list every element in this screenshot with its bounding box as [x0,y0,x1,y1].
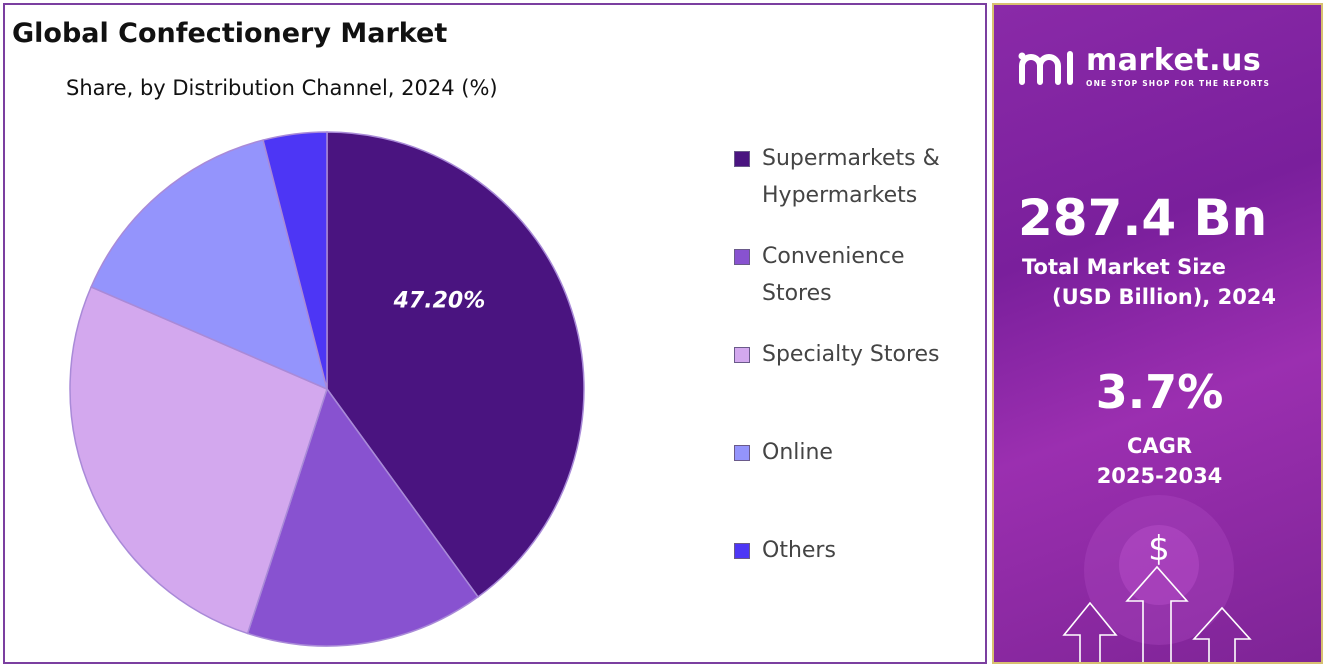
pie-slice-supermarkets [326,131,585,598]
data-label-supermarkets: 47.20% [393,288,486,313]
cagr-label-line1: CAGR [1126,434,1193,458]
cagr-label: CAGR 2025-2034 [994,431,1321,491]
legend-swatch-online [734,445,750,461]
legend-item-specialty: Specialty Stores [734,336,974,373]
pie-slice-convenience [246,387,480,647]
legend-swatch-specialty [734,347,750,363]
legend-item-supermarkets: Supermarkets & Hypermarkets [734,140,974,214]
legend-label-supermarkets: Supermarkets & Hypermarkets [762,146,940,208]
market-size-label: Total Market Size (USD Billion), 2024 [1022,252,1321,312]
brand-logo: market.us ONE STOP SHOP FOR THE REPORTS [1016,45,1270,88]
legend-label-online: Online [762,440,833,465]
chart-title: Global Confectionery Market [12,18,448,49]
brand-name: market.us [1086,43,1262,78]
pie-chart: 47.20% [69,131,585,647]
market-size-label-line1: Total Market Size [1022,255,1226,279]
pie-slice-specialty [69,285,328,635]
legend-swatch-supermarkets [734,151,750,167]
market-size-value: 287.4 Bn [1018,189,1268,247]
legend-item-online: Online [734,434,974,471]
legend-item-others: Others [734,532,974,569]
background-decoration: $ [1062,495,1252,662]
legend-swatch-convenience [734,249,750,265]
legend-item-convenience: Convenience Stores [734,238,974,312]
pie-slice-online [90,139,329,391]
legend-label-others: Others [762,538,836,563]
legend-label-convenience: Convenience Stores [762,244,905,306]
summary-panel: $ market.us ONE STOP SHOP FOR THE REPORT… [992,3,1323,664]
dollar-icon: $ [1148,529,1170,569]
chart-subtitle: Share, by Distribution Channel, 2024 (%) [66,76,498,100]
legend-label-specialty: Specialty Stores [762,342,940,367]
up-arrow-icon [1062,565,1252,662]
brand-tagline: ONE STOP SHOP FOR THE REPORTS [1086,79,1271,88]
legend-swatch-others [734,543,750,559]
cagr-label-line2: 2025-2034 [1096,464,1223,488]
pie-slice-others [262,131,328,390]
market-size-label-line2: (USD Billion), 2024 [1052,285,1277,309]
cagr-value: 3.7% [1095,365,1224,419]
market-us-logo-icon [1018,50,1073,85]
